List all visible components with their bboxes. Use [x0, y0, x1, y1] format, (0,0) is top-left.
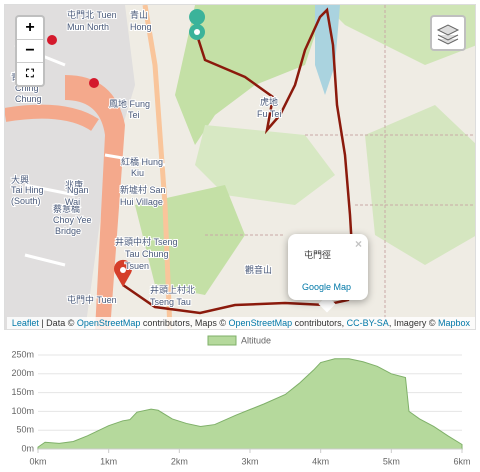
- attribution-text: contributors, Maps ©: [140, 318, 229, 328]
- y-tick-label: 200m: [11, 368, 34, 378]
- y-tick-label: 100m: [11, 406, 34, 416]
- map-label: Mun North: [67, 22, 109, 32]
- legend-label: Altitude: [241, 335, 271, 345]
- x-tick-label: 6km: [453, 456, 470, 466]
- y-tick-label: 150m: [11, 387, 34, 397]
- x-tick-label: 0km: [29, 456, 46, 466]
- map-label: 屯門北 Tuen: [67, 9, 117, 20]
- attribution-text: , Imagery ©: [388, 318, 438, 328]
- map-label: 觀音山: [245, 264, 272, 275]
- attribution-link[interactable]: CC-BY-SA: [346, 318, 389, 328]
- x-tick-label: 4km: [312, 456, 329, 466]
- map-label: Hui Village: [120, 197, 163, 207]
- layers-icon: [436, 24, 460, 45]
- popup: 屯門徑 Google Map ×: [288, 234, 368, 300]
- map-label: Ngan: [67, 185, 89, 195]
- map-label: Fu Tei: [257, 109, 281, 119]
- map-label: Hong: [130, 22, 152, 32]
- attribution-text: | Data ©: [38, 318, 77, 328]
- map-label: 鳳地 Fung: [109, 98, 150, 109]
- attribution-text: contributors,: [292, 318, 347, 328]
- map-label: Tau Chung: [125, 249, 169, 259]
- fullscreen[interactable]: ⛶: [26, 68, 34, 80]
- map-label: 屯門中 Tuen: [67, 294, 117, 305]
- y-tick-label: 250m: [11, 349, 34, 359]
- y-tick-label: 50m: [16, 425, 34, 435]
- map-label: 青山: [130, 9, 148, 20]
- legend-swatch: [207, 335, 237, 346]
- map-label: 紅橋 Hung: [121, 156, 163, 167]
- y-tick-label: 0m: [21, 443, 34, 453]
- attribution-link[interactable]: OpenStreetMap: [228, 318, 293, 328]
- popup-link[interactable]: Google Map: [302, 282, 352, 292]
- map-label: Bridge: [55, 226, 81, 236]
- attribution-link[interactable]: Leaflet: [11, 318, 39, 328]
- map-label: Kiu: [131, 168, 144, 178]
- map-label: 井頭上村北: [150, 284, 195, 295]
- map-label: 新墟村 San: [120, 184, 166, 195]
- x-tick-label: 1km: [100, 456, 117, 466]
- zoom-control: + − ⛶: [15, 15, 45, 87]
- map-label: 兆康: [65, 179, 83, 190]
- attribution-link[interactable]: OpenStreetMap: [76, 318, 141, 328]
- map-label: Wai: [65, 197, 80, 207]
- x-tick-label: 5km: [383, 456, 400, 466]
- map-label: 虎地: [260, 96, 278, 107]
- attribution-link[interactable]: Mapbox: [437, 318, 470, 328]
- map-label: Choy Yee: [53, 215, 92, 225]
- area: [37, 358, 463, 450]
- altitude-chart: 0m 50m 100m 150m 200m 250m 0km 1km 2km 3km 4km 5km 6…: [11, 335, 470, 466]
- map-label: Tei: [128, 110, 140, 120]
- popup-title: 屯門徑: [304, 250, 332, 260]
- map-label: Tsuen: [125, 261, 149, 271]
- map-label: Tai Hing: [11, 185, 44, 195]
- popup-close[interactable]: ×: [354, 237, 362, 251]
- x-tick-label: 3km: [241, 456, 258, 466]
- zoom-in[interactable]: +: [17, 17, 43, 40]
- map-label: (South): [11, 196, 41, 206]
- x-tick-label: 2km: [171, 456, 188, 466]
- map-label: 井頭中村 Tseng: [115, 236, 178, 247]
- zoom-out[interactable]: −: [17, 40, 43, 63]
- attribution: Leaflet | Data © OpenStreetMap contribut…: [6, 317, 475, 329]
- layers-button[interactable]: [430, 15, 466, 51]
- map-label: Tseng Tau: [150, 297, 191, 307]
- map-label: 蔡意橋: [53, 203, 80, 214]
- map-label: 大興: [11, 174, 29, 185]
- map-label: Chung: [15, 94, 42, 104]
